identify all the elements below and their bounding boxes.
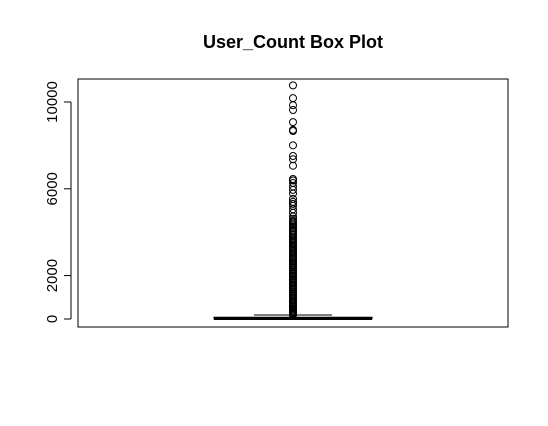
outlier-point xyxy=(289,310,297,319)
outlier-point xyxy=(289,189,297,198)
outlier-point xyxy=(289,127,297,136)
y-tick-label: 6000 xyxy=(44,172,61,205)
outlier-point xyxy=(289,101,297,110)
outlier-point xyxy=(289,176,297,185)
outlier-point xyxy=(289,141,297,150)
outlier-point xyxy=(289,161,297,170)
outlier-point xyxy=(289,151,297,160)
chart-title: User_Count Box Plot xyxy=(203,32,383,52)
y-tick-label: 2000 xyxy=(44,259,61,292)
outlier-point xyxy=(289,106,297,115)
y-tick-label: 10000 xyxy=(44,81,61,123)
outlier-point xyxy=(289,81,297,90)
outlier-point xyxy=(289,94,297,103)
outlier-point xyxy=(289,155,297,164)
y-axis: 0 2000 6000 10000 xyxy=(44,81,72,323)
outlier-points xyxy=(289,81,297,319)
outlier-point xyxy=(289,208,297,217)
plot-frame xyxy=(77,78,509,328)
outlier-point xyxy=(289,199,297,208)
outlier-point xyxy=(289,185,297,194)
outlier-point xyxy=(289,118,297,127)
y-tick-label: 0 xyxy=(44,315,61,323)
